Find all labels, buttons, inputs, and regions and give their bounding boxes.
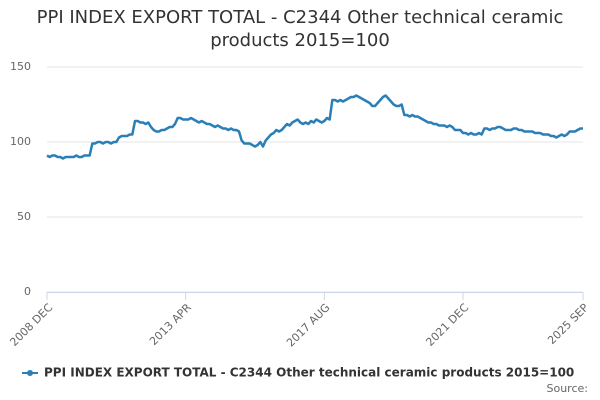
chart-title: PPI INDEX EXPORT TOTAL - C2344 Other tec… [36, 7, 564, 51]
y-tick-label: 50 [17, 210, 31, 223]
legend-label: PPI INDEX EXPORT TOTAL - C2344 Other tec… [44, 366, 574, 380]
x-tick-label: 2025 SEP [545, 301, 591, 347]
y-tick-label: 100 [10, 135, 31, 148]
x-tick-label: 2021 DEC [423, 301, 471, 349]
x-tick-label: 2017 AUG [284, 301, 333, 350]
series-line [46, 94, 583, 160]
source-label: Source: [547, 382, 589, 395]
y-tick-label: 0 [24, 285, 31, 298]
x-tick-label: 2008 DEC [7, 301, 55, 349]
y-tick-label: 150 [10, 60, 31, 73]
legend-marker [27, 370, 33, 376]
x-tick-label: 2013 APR [147, 301, 194, 348]
